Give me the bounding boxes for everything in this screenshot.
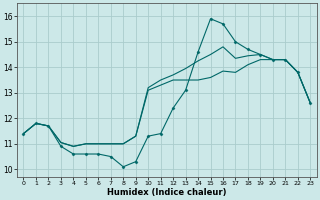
X-axis label: Humidex (Indice chaleur): Humidex (Indice chaleur) (107, 188, 227, 197)
